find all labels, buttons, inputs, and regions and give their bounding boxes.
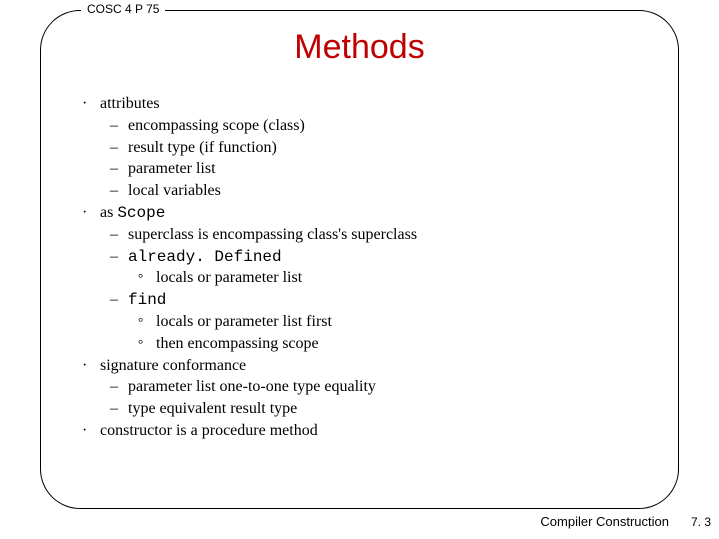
bullet-item: · attributes xyxy=(82,94,659,115)
dash-bullet-icon: – xyxy=(110,159,128,180)
bullet-text: result type (if function) xyxy=(128,138,277,159)
bullet-text: signature conformance xyxy=(100,356,246,377)
ring-bullet-icon: ° xyxy=(138,314,156,331)
disc-bullet-icon: · xyxy=(82,356,100,377)
bullet-text: superclass is encompassing class's super… xyxy=(128,225,417,246)
dash-bullet-icon: – xyxy=(110,247,128,268)
frame-corner-cut-left xyxy=(37,503,47,513)
dash-bullet-icon: – xyxy=(110,399,128,420)
course-label: COSC 4 P 75 xyxy=(81,2,165,16)
bullet-text: locals or parameter list xyxy=(156,268,302,289)
course-text: COSC 4 P 75 xyxy=(87,2,159,16)
frame-corner-cut-right xyxy=(672,503,682,513)
bullet-item: – parameter list one-to-one type equalit… xyxy=(110,377,659,398)
bullet-text-code: find xyxy=(128,290,166,311)
dash-bullet-icon: – xyxy=(110,116,128,137)
bullet-text: parameter list xyxy=(128,159,216,180)
bullet-text: type equivalent result type xyxy=(128,399,297,420)
ring-bullet-icon: ° xyxy=(138,336,156,353)
bullet-item: · as Scope xyxy=(82,203,659,224)
bullet-item: – superclass is encompassing class's sup… xyxy=(110,225,659,246)
bullet-item: – encompassing scope (class) xyxy=(110,116,659,137)
bullet-text: parameter list one-to-one type equality xyxy=(128,377,376,398)
dash-bullet-icon: – xyxy=(110,290,128,311)
dash-bullet-icon: – xyxy=(110,225,128,246)
bullet-item: · signature conformance xyxy=(82,356,659,377)
bullet-item: – result type (if function) xyxy=(110,138,659,159)
bullet-text: attributes xyxy=(100,94,160,115)
bullet-item: · constructor is a procedure method xyxy=(82,421,659,442)
disc-bullet-icon: · xyxy=(82,94,100,115)
bullet-item: ° then encompassing scope xyxy=(138,334,659,355)
bullet-item: ° locals or parameter list first xyxy=(138,312,659,333)
disc-bullet-icon: · xyxy=(82,203,100,224)
bullet-text: then encompassing scope xyxy=(156,334,319,355)
bullet-text: as Scope xyxy=(100,203,165,224)
bullet-item: – type equivalent result type xyxy=(110,399,659,420)
bullet-text: encompassing scope (class) xyxy=(128,116,305,137)
bullet-text-prefix: as xyxy=(100,204,117,221)
bullet-item: – local variables xyxy=(110,181,659,202)
dash-bullet-icon: – xyxy=(110,377,128,398)
bullet-text-code: already. Defined xyxy=(128,247,282,268)
disc-bullet-icon: · xyxy=(82,421,100,442)
bullet-text: local variables xyxy=(128,181,221,202)
footer-text: Compiler Construction xyxy=(540,514,669,529)
footer-page-number: 7. 3 xyxy=(691,515,711,529)
bullet-text-code: Scope xyxy=(117,204,165,222)
bullet-text: locals or parameter list first xyxy=(156,312,332,333)
bullet-item: – find xyxy=(110,290,659,311)
bullet-item: – parameter list xyxy=(110,159,659,180)
content-area: · attributes – encompassing scope (class… xyxy=(82,94,659,443)
bullet-text: constructor is a procedure method xyxy=(100,421,318,442)
dash-bullet-icon: – xyxy=(110,181,128,202)
bullet-item: ° locals or parameter list xyxy=(138,268,659,289)
dash-bullet-icon: – xyxy=(110,138,128,159)
slide-title: Methods xyxy=(0,28,719,67)
ring-bullet-icon: ° xyxy=(138,270,156,287)
bullet-item: – already. Defined xyxy=(110,247,659,268)
